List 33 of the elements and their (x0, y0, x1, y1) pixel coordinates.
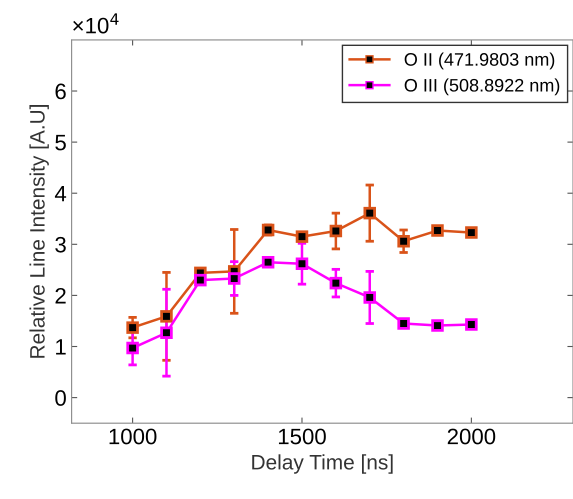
y-tick-label: 2 (56, 288, 66, 304)
y-tick-label: 3 (55, 236, 66, 253)
point (465, 318, 478, 331)
text: ×10$^{4}$ (73, 13, 119, 34)
y-tick-label: 6 (56, 84, 66, 100)
y-tick-label: 1 (56, 339, 66, 355)
point (363, 206, 376, 220)
y-tick-label: 4 (54, 186, 66, 202)
point (160, 310, 173, 323)
x-tick-label: 1000 (110, 428, 156, 444)
x-tick-label: 2000 (448, 428, 496, 444)
point (363, 291, 376, 304)
x-tick-label: 1500 (278, 428, 326, 444)
x-axis-title: Delay Time [ns] (252, 454, 393, 474)
point (126, 342, 139, 354)
point (262, 256, 274, 268)
point (160, 326, 173, 339)
point (228, 272, 240, 285)
legend-label: O II (471.9803 nm) (404, 52, 554, 70)
y-tick-label: 0 (55, 390, 66, 406)
point (330, 224, 342, 238)
y-axis-title: Relative Line Intensity [A.U] (29, 105, 49, 358)
point (330, 276, 342, 290)
point (465, 226, 478, 239)
point (126, 321, 139, 334)
point (397, 317, 410, 330)
point (194, 274, 207, 286)
point (431, 319, 444, 332)
point (296, 257, 308, 270)
point (431, 224, 444, 237)
point (397, 234, 410, 248)
y-tick-label: 5 (55, 134, 66, 150)
legend-label: O III (508.8922 nm) (404, 78, 560, 96)
